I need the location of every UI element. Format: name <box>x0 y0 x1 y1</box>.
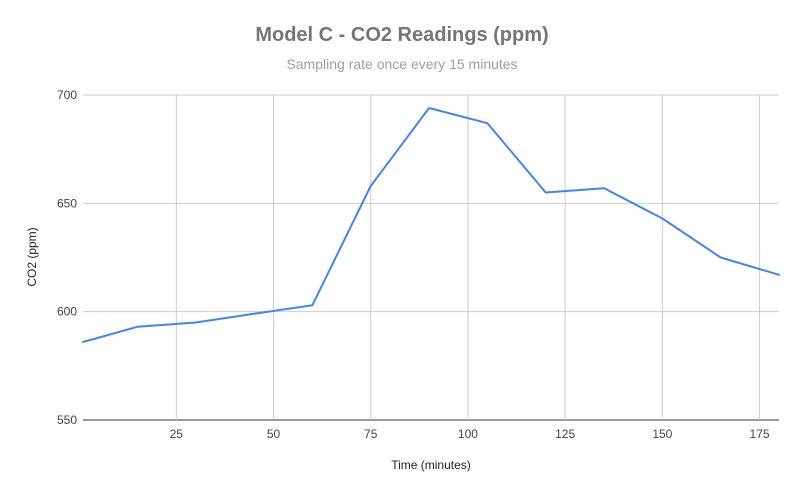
chart-subtitle: Sampling rate once every 15 minutes <box>286 56 518 72</box>
gridlines <box>83 94 779 421</box>
x-tick-label: 75 <box>364 427 378 441</box>
y-axis-ticks: 550 600 650 700 <box>57 88 77 427</box>
chart-title: Model C - CO2 Readings (ppm) <box>255 24 549 46</box>
series-line <box>82 107 780 343</box>
x-tick-label: 150 <box>652 427 672 441</box>
y-tick-label: 700 <box>57 88 77 102</box>
series-layer <box>82 107 780 343</box>
x-tick-label: 50 <box>267 427 281 441</box>
y-axis-label: CO2 (ppm) <box>25 227 39 286</box>
y-tick-label: 550 <box>57 413 77 427</box>
x-tick-label: 175 <box>750 427 770 441</box>
x-axis-label: Time (minutes) <box>391 458 471 472</box>
y-tick-label: 600 <box>57 305 77 319</box>
x-tick-label: 25 <box>170 427 184 441</box>
x-tick-label: 100 <box>458 427 478 441</box>
x-axis-ticks: 25 50 75 100 125 150 175 <box>170 427 770 441</box>
x-tick-label: 125 <box>555 427 575 441</box>
y-tick-label: 650 <box>57 196 77 210</box>
